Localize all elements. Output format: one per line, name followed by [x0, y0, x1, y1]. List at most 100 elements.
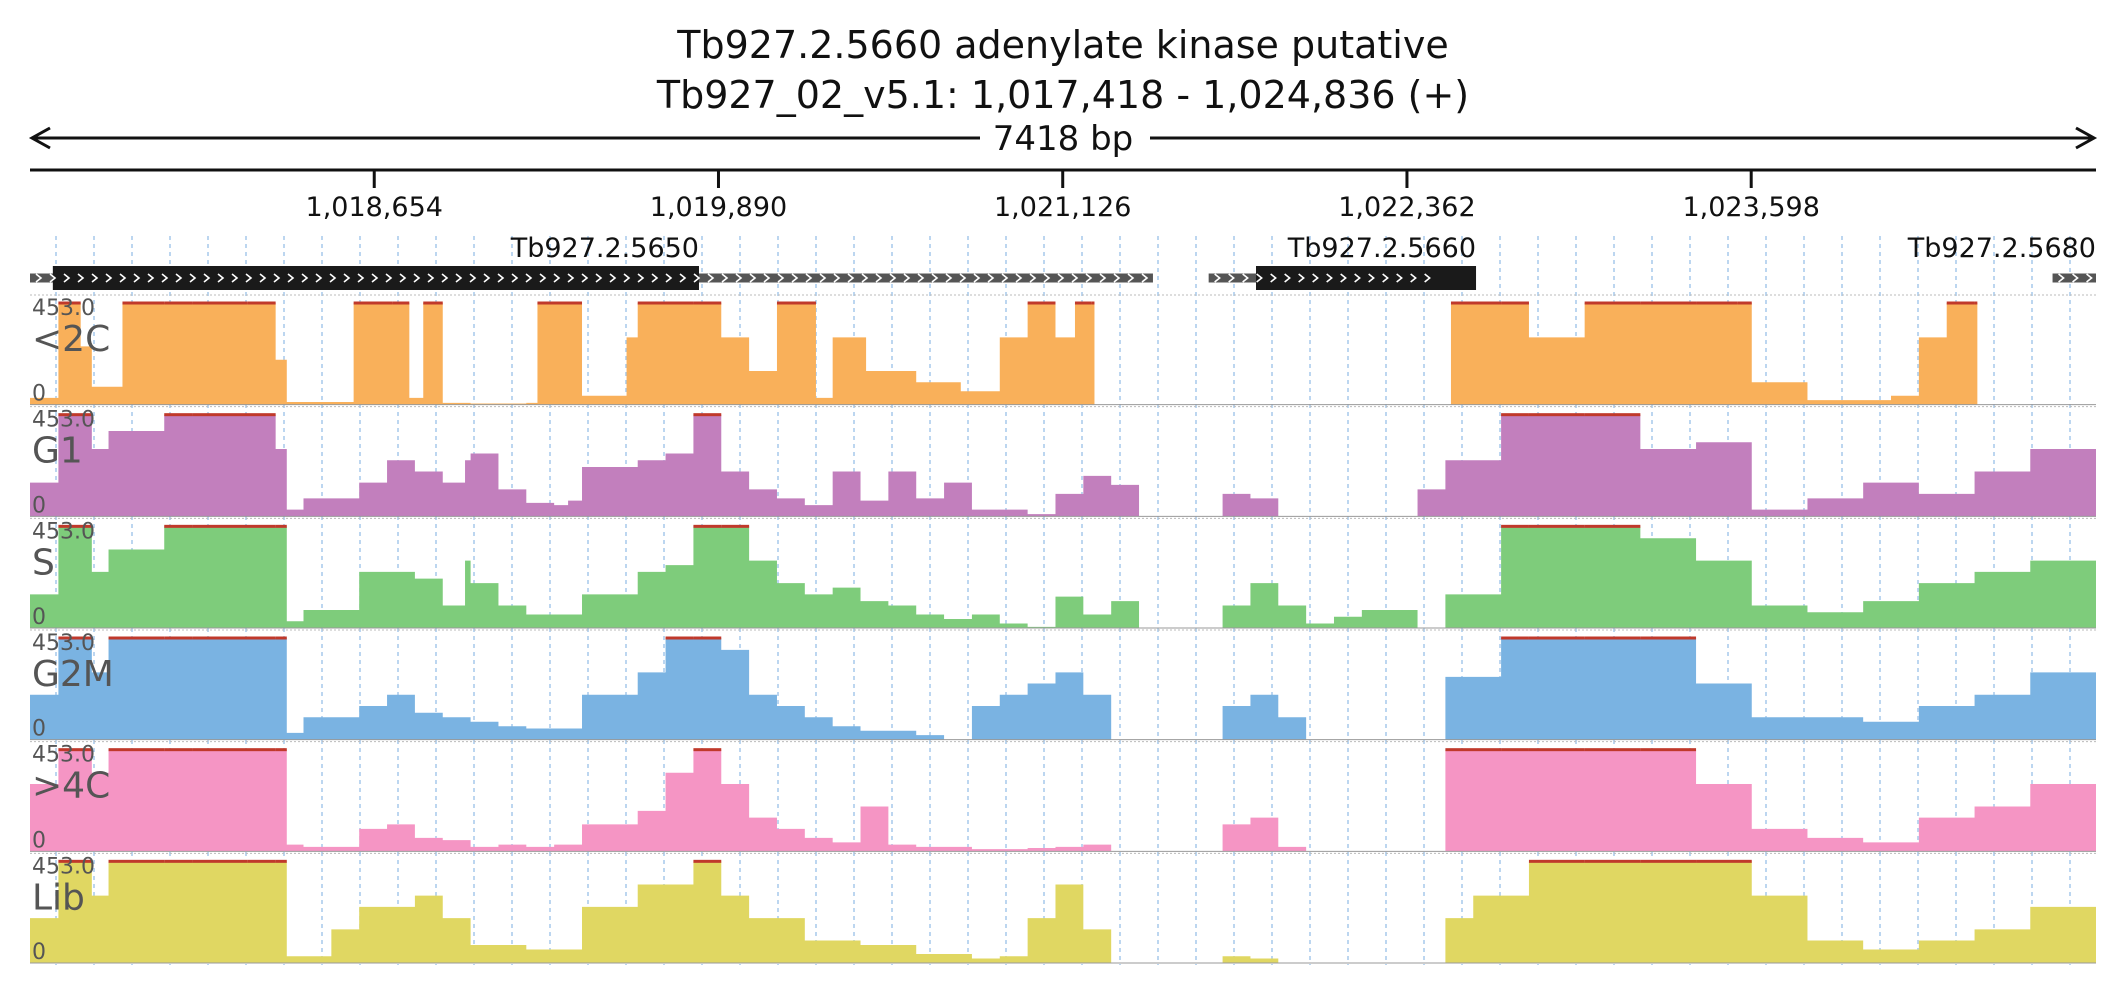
clip-marker: [1445, 748, 1502, 752]
strand-chevron: [1214, 273, 1221, 283]
strand-chevron: [2072, 273, 2079, 283]
y-max-label: 453.0: [32, 631, 95, 656]
clip-marker: [192, 859, 248, 863]
coverage-track: 453.0 0 G1: [30, 406, 2096, 518]
strand-chevron: [497, 273, 505, 283]
strand-chevron: [805, 273, 813, 283]
clip-marker: [537, 301, 583, 305]
plot-title-line1: Tb927.2.5660 adenylate kinase putative: [676, 23, 1448, 67]
strand-chevron: [693, 273, 701, 283]
strand-chevron: [567, 273, 575, 283]
strand-chevron: [847, 273, 855, 283]
coverage-area: [30, 638, 2096, 740]
clip-marker: [1584, 301, 1641, 305]
strand-chevron: [245, 273, 253, 283]
strand-chevron: [777, 273, 785, 283]
span-arrow: [28, 126, 2098, 150]
gene-cds-bar: [1256, 266, 1477, 290]
strand-chevron: [35, 273, 43, 283]
strand-chevron: [763, 273, 771, 283]
strand-chevron: [749, 273, 757, 283]
strand-chevron: [91, 273, 99, 283]
clip-marker: [1640, 636, 1697, 640]
clip-marker: [192, 301, 248, 305]
strand-chevron: [1354, 273, 1361, 283]
tick-label: 1,022,362: [1338, 192, 1475, 223]
clip-marker: [1074, 301, 1092, 305]
clip-marker: [1737, 301, 1752, 305]
gene-utr-bar: [2052, 273, 2096, 283]
strand-chevron: [343, 273, 351, 283]
clip-marker: [1584, 859, 1641, 863]
coverage-area: [30, 861, 2096, 963]
y-max-label: 453.0: [32, 296, 95, 321]
strand-chevron: [287, 273, 295, 283]
track-name: G2M: [32, 654, 114, 695]
clip-marker: [1501, 413, 1529, 417]
clip-marker: [1450, 301, 1502, 305]
strand-chevron: [119, 273, 127, 283]
track-name: Lib: [32, 877, 85, 918]
strand-chevron: [917, 273, 925, 283]
clip-marker: [58, 413, 92, 417]
strand-chevron: [371, 273, 379, 283]
coverage-track: 453.0 0 G2M: [30, 629, 2096, 742]
strand-chevron: [987, 273, 995, 283]
strand-chevron: [1029, 273, 1037, 283]
clip-marker: [1640, 748, 1697, 752]
strand-chevron: [49, 273, 57, 283]
clip-marker: [693, 413, 722, 417]
clip-marker: [1584, 524, 1641, 528]
track-name: >4C: [32, 766, 110, 807]
coverage-area: [30, 749, 2096, 852]
clip-marker: [275, 524, 287, 528]
clip-marker: [1528, 413, 1585, 417]
clip-marker: [164, 524, 193, 528]
strand-chevron: [329, 273, 337, 283]
strand-chevron: [315, 273, 323, 283]
tick-label: 1,021,126: [994, 192, 1131, 223]
clip-marker: [192, 413, 276, 417]
clip-marker: [58, 301, 81, 305]
strand-chevron: [217, 273, 225, 283]
clip-marker: [58, 636, 92, 640]
y-min-label: 0: [32, 828, 46, 853]
clip-marker: [1528, 636, 1585, 640]
strand-chevron: [665, 273, 673, 283]
coverage-area: [30, 526, 2096, 628]
clip-marker: [122, 301, 165, 305]
strand-chevron: [1071, 273, 1079, 283]
y-min-label: 0: [32, 605, 46, 630]
clip-marker: [693, 636, 722, 640]
strand-chevron: [581, 273, 589, 283]
clip-marker: [247, 301, 276, 305]
strand-chevron: [623, 273, 631, 283]
strand-chevron: [791, 273, 799, 283]
strand-chevron: [133, 273, 141, 283]
gene-track: Tb927.2.5650 Tb927.2.5660 Tb927.2.5680: [30, 233, 2096, 290]
strand-chevron: [819, 273, 827, 283]
strand-chevron: [1099, 273, 1107, 283]
y-max-label: 453.0: [32, 519, 95, 544]
y-min-label: 0: [32, 382, 46, 407]
strand-chevron: [1043, 273, 1051, 283]
strand-chevron: [1340, 273, 1347, 283]
clip-marker: [1584, 413, 1641, 417]
clip-marker: [58, 748, 92, 752]
clip-marker: [1696, 859, 1752, 863]
tick-label: 1,019,890: [650, 192, 787, 223]
strand-chevron: [973, 273, 981, 283]
clip-marker: [1501, 636, 1529, 640]
strand-chevron: [1298, 273, 1305, 283]
y-max-label: 453.0: [32, 743, 95, 768]
clip-marker: [1974, 301, 1978, 305]
clip-marker: [1501, 748, 1529, 752]
gene-label: Tb927.2.5650: [510, 233, 699, 264]
clip-marker: [1501, 524, 1529, 528]
clip-marker: [108, 636, 165, 640]
strand-chevron: [1057, 273, 1065, 283]
strand-chevron: [637, 273, 645, 283]
clip-marker: [164, 859, 193, 863]
clip-marker: [1946, 301, 1975, 305]
